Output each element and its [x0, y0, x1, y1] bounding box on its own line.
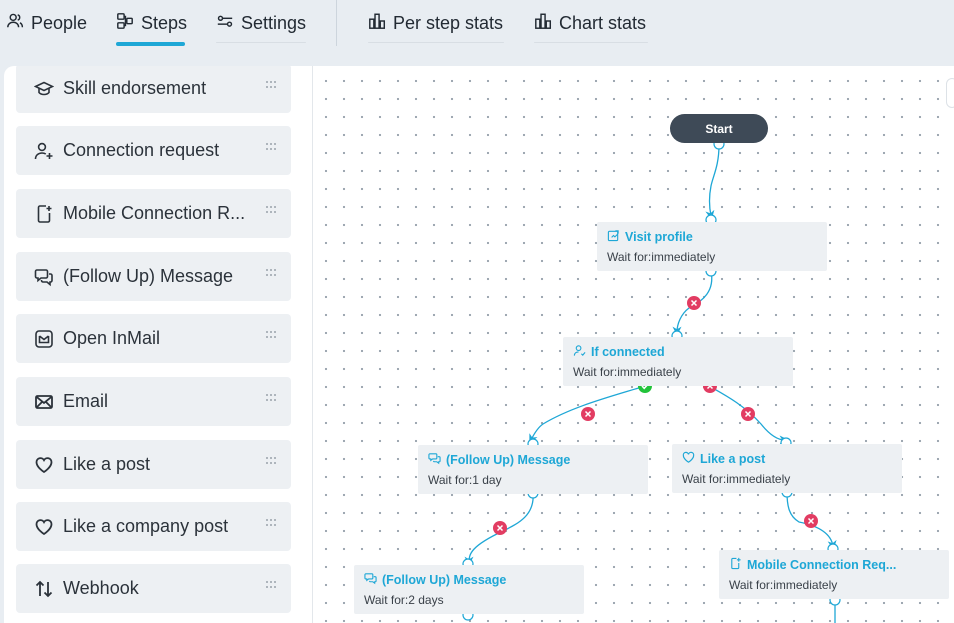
- sidebar-item-mobile-connection-request[interactable]: Mobile Connection R...: [16, 189, 291, 238]
- tab-divider: [216, 42, 306, 43]
- sidebar-item-label: (Follow Up) Message: [63, 266, 234, 286]
- chat-bubbles-icon: [364, 572, 377, 588]
- node-wait: Wait for:2 days: [364, 593, 444, 607]
- node-wait: Wait for:immediately: [607, 250, 716, 264]
- heart-icon: [682, 451, 695, 467]
- tab-people-label: People: [31, 12, 88, 33]
- sidebar-item-label: Like a company post: [63, 516, 229, 536]
- drag-handle-icon[interactable]: [265, 268, 277, 278]
- node-title: Visit profile: [625, 230, 693, 244]
- drag-handle-icon[interactable]: [265, 580, 277, 590]
- mobile-plus-icon: [34, 204, 54, 224]
- user-plus-icon: [34, 141, 54, 161]
- sidebar-item-skill-endorsement[interactable]: Skill endorsement: [16, 66, 291, 113]
- node-title: (Follow Up) Message: [382, 573, 507, 587]
- sidebar-item-label: Connection request: [63, 140, 220, 160]
- sidebar-item-like-a-company-post[interactable]: Like a company post: [16, 502, 291, 551]
- settings-icon: [216, 12, 234, 35]
- flow-node-visit-profile[interactable]: Visit profile Wait for:immediately: [597, 222, 827, 271]
- chat-bubbles-icon: [34, 267, 54, 287]
- up-down-arrows-icon: [34, 579, 54, 599]
- heart-icon: [34, 455, 54, 475]
- bar-chart-icon: [368, 12, 386, 35]
- tab-settings[interactable]: Settings: [216, 10, 306, 36]
- sidebar-item-open-inmail[interactable]: Open InMail: [16, 314, 291, 363]
- tab-people[interactable]: People: [6, 10, 87, 36]
- sidebar-item-label: Webhook: [63, 578, 139, 598]
- node-wait: Wait for:immediately: [729, 578, 838, 592]
- node-wait: Wait for:immediately: [682, 472, 791, 486]
- flow-node-if-connected[interactable]: If connected Wait for:immediately: [563, 337, 793, 386]
- chat-bubbles-icon: [428, 452, 441, 468]
- drag-handle-icon[interactable]: [265, 330, 277, 340]
- sidebar-item-email[interactable]: Email: [16, 377, 291, 426]
- node-title: Mobile Connection Req...: [747, 558, 897, 572]
- heart-icon: [34, 517, 54, 537]
- flow-node-follow-up-message-1[interactable]: (Follow Up) Message Wait for:1 day: [418, 445, 648, 494]
- inmail-icon: [34, 329, 54, 349]
- fail-markers: [493, 296, 818, 535]
- flow-node-follow-up-message-2[interactable]: (Follow Up) Message Wait for:2 days: [354, 565, 584, 614]
- sidebar-item-label: Open InMail: [63, 328, 161, 348]
- mobile-plus-icon: [729, 557, 742, 573]
- flow-node-like-a-post[interactable]: Like a post Wait for:immediately: [672, 444, 902, 493]
- sidebar-item-follow-up-message[interactable]: (Follow Up) Message: [16, 252, 291, 301]
- steps-icon: [116, 12, 134, 35]
- node-title: (Follow Up) Message: [446, 453, 571, 467]
- envelope-icon: [34, 392, 54, 412]
- active-tab-indicator: [116, 42, 185, 46]
- node-wait: Wait for:1 day: [428, 473, 502, 487]
- tab-steps-label: Steps: [141, 12, 188, 33]
- top-navigation: People Steps Settings Per step stats Cha…: [0, 0, 954, 66]
- graduation-cap-icon: [34, 79, 54, 99]
- connector-start-visit: [705, 144, 720, 220]
- drag-handle-icon[interactable]: [265, 456, 277, 466]
- sidebar-item-webhook[interactable]: Webhook: [16, 564, 291, 613]
- steps-sidebar: Skill endorsement Connection request Mob…: [4, 66, 312, 623]
- tab-chart-stats-label: Chart stats: [559, 12, 647, 33]
- connector-like-mobile: [786, 491, 837, 550]
- drag-handle-icon[interactable]: [265, 518, 277, 528]
- sidebar-item-label: Mobile Connection R...: [63, 203, 246, 223]
- drag-handle-icon[interactable]: [265, 142, 277, 152]
- tab-divider: [534, 42, 648, 43]
- node-wait: Wait for:immediately: [573, 365, 682, 379]
- flow-canvas[interactable]: Start Visit profile Wait for:immediately…: [312, 66, 954, 623]
- tab-settings-label: Settings: [241, 12, 307, 33]
- sidebar-item-connection-request[interactable]: Connection request: [16, 126, 291, 175]
- people-icon: [6, 12, 24, 35]
- canvas-side-handle[interactable]: [946, 78, 954, 108]
- flow-node-mobile-connection-request[interactable]: Mobile Connection Req... Wait for:immedi…: [719, 550, 949, 599]
- start-node[interactable]: Start: [670, 114, 768, 143]
- node-title: If connected: [591, 345, 665, 359]
- connector-visit-ifconnected: [672, 270, 713, 336]
- tab-chart-stats[interactable]: Chart stats: [534, 10, 646, 36]
- drag-handle-icon[interactable]: [265, 393, 277, 403]
- sidebar-item-like-a-post[interactable]: Like a post: [16, 440, 291, 489]
- user-check-icon: [573, 344, 586, 360]
- drag-handle-icon[interactable]: [265, 80, 277, 90]
- connector-yes-branch: [529, 385, 646, 444]
- tab-separator: [336, 0, 337, 46]
- tab-per-step-stats-label: Per step stats: [393, 12, 504, 33]
- tab-divider: [368, 42, 504, 43]
- sidebar-item-label: Like a post: [63, 454, 151, 474]
- node-title: Like a post: [700, 452, 766, 466]
- tab-steps[interactable]: Steps: [116, 10, 187, 36]
- connector-no-branch: [708, 385, 789, 445]
- sidebar-item-label: Email: [63, 391, 109, 411]
- bar-chart-icon: [534, 12, 552, 35]
- tab-per-step-stats[interactable]: Per step stats: [368, 10, 503, 36]
- visit-profile-icon: [607, 229, 620, 245]
- sidebar-item-label: Skill endorsement: [63, 78, 207, 98]
- drag-handle-icon[interactable]: [265, 205, 277, 215]
